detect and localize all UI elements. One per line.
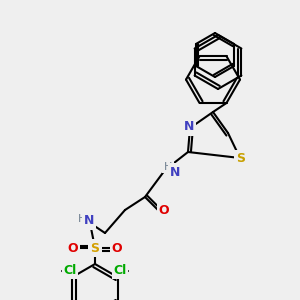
Text: H: H (78, 214, 86, 224)
Text: O: O (68, 242, 78, 254)
Text: O: O (112, 242, 122, 254)
Text: S: S (91, 242, 100, 254)
Text: N: N (170, 166, 180, 178)
Text: N: N (184, 121, 194, 134)
Text: S: S (236, 152, 245, 166)
Text: Cl: Cl (113, 265, 127, 278)
Text: N: N (84, 214, 94, 227)
Text: H: H (164, 162, 172, 172)
Text: O: O (159, 205, 169, 218)
Text: Cl: Cl (64, 265, 77, 278)
